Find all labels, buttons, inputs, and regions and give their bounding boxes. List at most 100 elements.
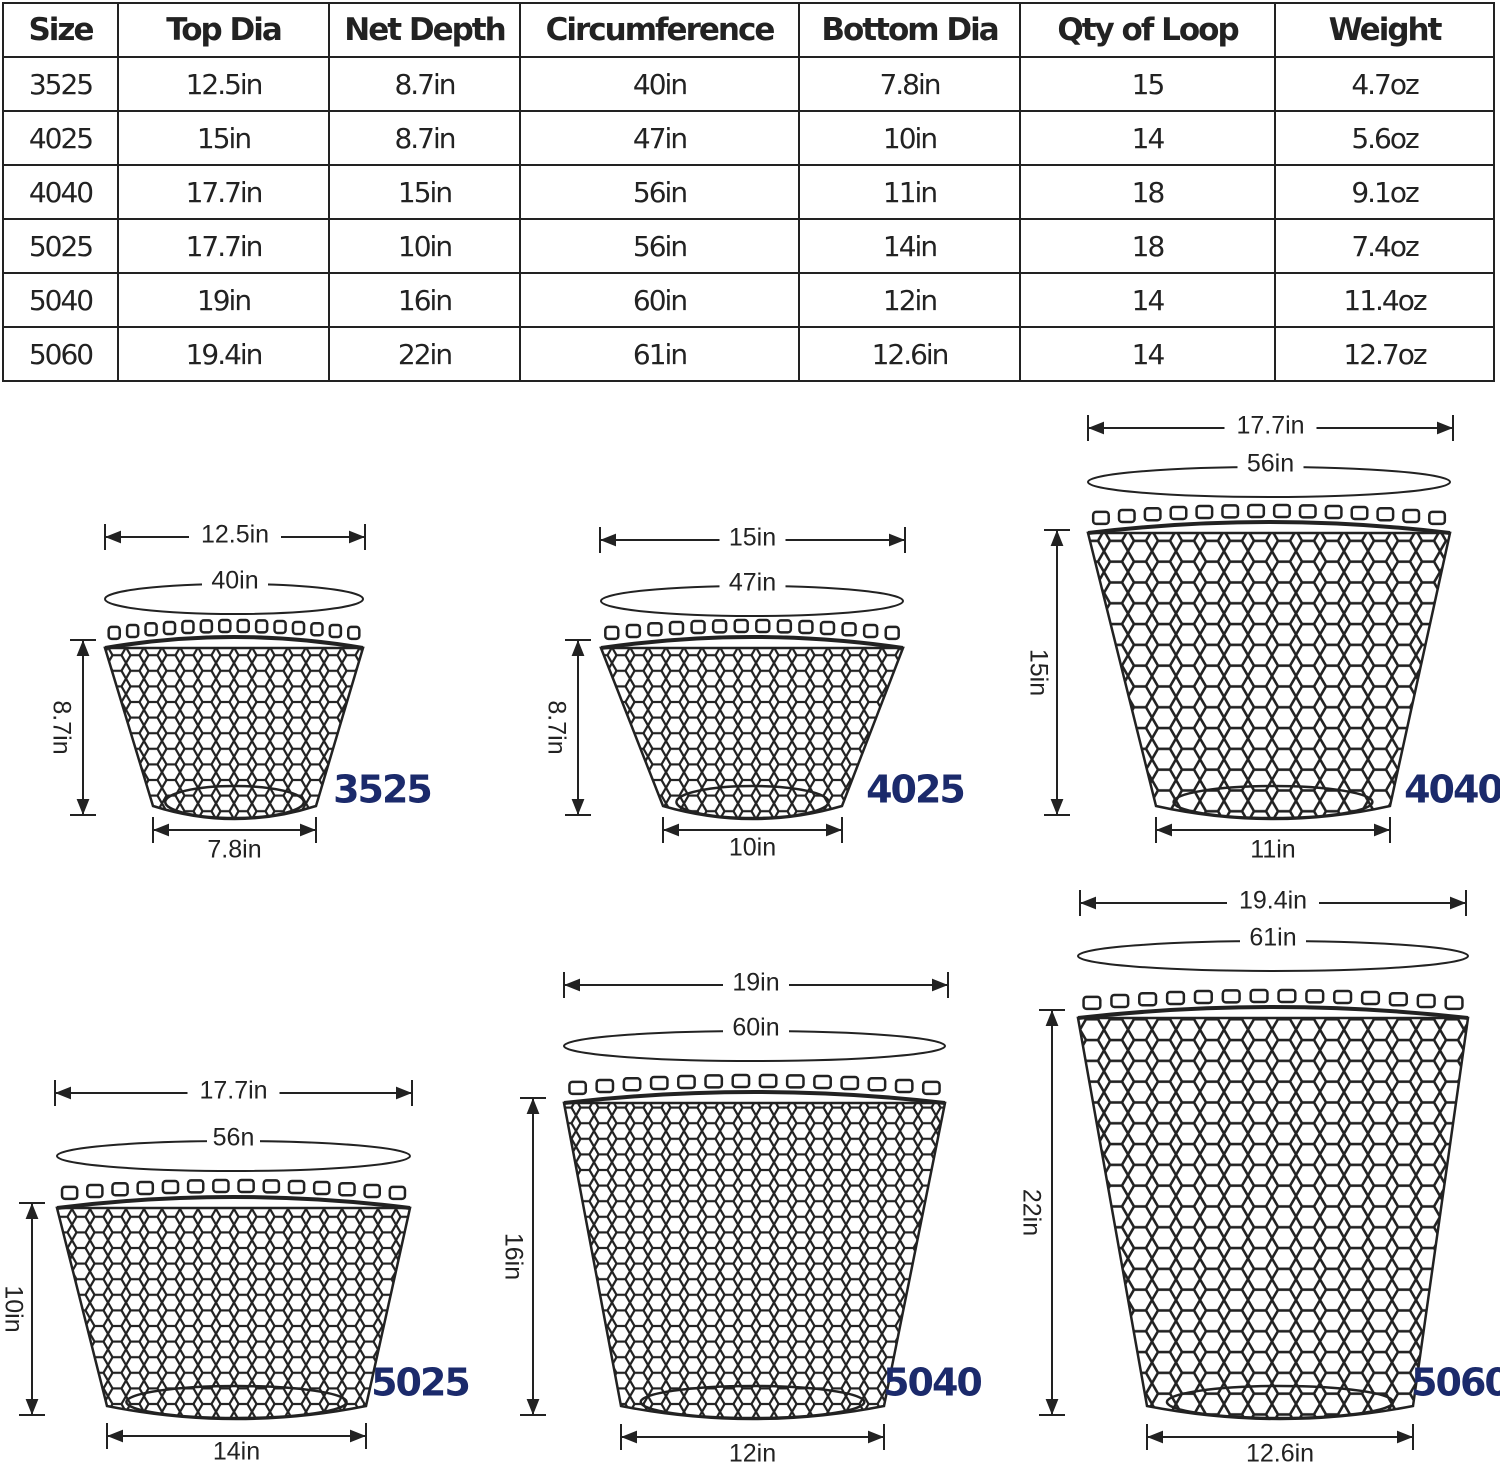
- model-label: 5040: [883, 1361, 981, 1405]
- label-bg: [202, 568, 268, 596]
- table-cell: 14: [1019, 272, 1276, 328]
- label-bg: [189, 522, 281, 550]
- net-diagram: 19in 60in 16in 12in 5040: [499, 969, 983, 1468]
- top-diameter: 17.7in: [199, 1077, 267, 1105]
- net-loop: [347, 625, 361, 641]
- table-cell: 7.4oz: [1274, 218, 1495, 274]
- table-cell: 8.7in: [328, 110, 521, 166]
- circumference-label: 56n: [213, 1124, 255, 1152]
- net-rim: [600, 635, 904, 650]
- net-loop: [1402, 508, 1421, 524]
- table-cell: 19.4in: [117, 326, 330, 382]
- net-mesh: [103, 646, 365, 821]
- net-loop: [111, 1182, 129, 1197]
- table-cell: 40in: [519, 56, 800, 112]
- table-cell: 5060: [2, 326, 119, 382]
- net-loop: [287, 1179, 306, 1195]
- header-cell: Top Dia: [117, 2, 330, 58]
- model-label: 4040: [1404, 768, 1500, 812]
- table-cell: 5025: [2, 218, 119, 274]
- top-diameter: 12.5in: [201, 521, 269, 549]
- table-cell: 4040: [2, 164, 119, 220]
- table-cell: 15: [1019, 56, 1276, 112]
- depth-label: 10in: [0, 1285, 27, 1332]
- net-loop: [1298, 504, 1317, 519]
- header-cell: Net Depth: [328, 2, 521, 58]
- table-cell: 11in: [798, 164, 1021, 220]
- net-loop: [1324, 504, 1343, 520]
- header-cell: Weight: [1274, 2, 1495, 58]
- net-rim: [563, 1090, 946, 1105]
- net-loop: [798, 619, 814, 635]
- net-loop: [921, 1080, 941, 1096]
- table-cell: 61in: [519, 326, 800, 382]
- model-label: 5060: [1411, 1361, 1500, 1405]
- model-label: 3525: [333, 768, 431, 812]
- label-bg: [723, 1015, 789, 1043]
- net-loop: [1247, 503, 1266, 519]
- table-cell: 14: [1019, 326, 1276, 382]
- net-loop: [711, 619, 728, 634]
- net-mesh: [1086, 531, 1452, 821]
- label-bg: [1227, 888, 1319, 916]
- net-diagram: 15in 47in 8.7in 10in 4025: [542, 524, 965, 862]
- net-loop: [1428, 510, 1447, 526]
- net-loop: [363, 1183, 381, 1199]
- table-row: 4040 17.7in 15in 56in 11in 18 9.1oz: [2, 164, 1495, 220]
- net-loop: [704, 1074, 724, 1089]
- header-cell: Size: [2, 2, 119, 58]
- label-bg: [207, 1125, 260, 1153]
- net-loop: [273, 619, 287, 635]
- net-diagram: 17.7in 56n 10in 14in 5025: [0, 1077, 471, 1466]
- net-loop: [840, 1075, 860, 1091]
- top-diameter: 15in: [729, 524, 776, 552]
- net-loop: [677, 1074, 696, 1090]
- net-rim: [56, 1195, 411, 1210]
- bottom-diameter: 14in: [213, 1438, 260, 1466]
- net-loop: [312, 1180, 331, 1196]
- table-cell: 16in: [328, 272, 521, 328]
- net-loop: [237, 1178, 255, 1194]
- net-loop: [1221, 989, 1241, 1004]
- net-loop: [60, 1185, 79, 1201]
- net-loop: [568, 1080, 588, 1096]
- net-loop: [136, 1180, 155, 1196]
- net-loop: [236, 618, 250, 634]
- net-loop: [813, 1074, 832, 1090]
- table-cell: 60in: [519, 272, 800, 328]
- net-loop: [841, 622, 857, 637]
- net-base: [1172, 784, 1374, 820]
- table-cell: 12.7oz: [1274, 326, 1495, 382]
- table-cell: 14: [1019, 110, 1276, 166]
- table-cell: 56in: [519, 164, 800, 220]
- net-loop: [1169, 505, 1188, 521]
- net-loop: [86, 1183, 104, 1199]
- net-loop: [212, 1178, 230, 1194]
- bottom-diameter: 10in: [729, 834, 776, 862]
- net-base: [163, 784, 306, 820]
- net-loop: [161, 1179, 180, 1195]
- net-rim: [104, 635, 364, 650]
- table-cell: 15in: [117, 110, 330, 166]
- net-loop: [668, 620, 685, 636]
- net-loop: [604, 625, 620, 641]
- net-loop: [1376, 507, 1395, 522]
- table-cell: 9.1oz: [1274, 164, 1495, 220]
- table-cell: 22in: [328, 326, 521, 382]
- table-row: 5040 19in 16in 60in 12in 14 11.4oz: [2, 272, 1495, 328]
- net-loop: [1165, 990, 1186, 1006]
- net-loop: [1082, 995, 1102, 1011]
- net-loop: [1193, 989, 1213, 1005]
- label-bg: [723, 970, 789, 998]
- net-mesh: [1076, 1016, 1470, 1421]
- label-bg: [1240, 925, 1306, 953]
- net-loop: [1091, 510, 1110, 526]
- table-cell: 56in: [519, 218, 800, 274]
- table-cell: 7.8in: [798, 56, 1021, 112]
- header-cell: Circumference: [519, 2, 800, 58]
- table-cell: 4.7oz: [1274, 56, 1495, 112]
- net-loop: [125, 623, 140, 639]
- net-loop: [733, 618, 749, 634]
- table-cell: 14in: [798, 218, 1021, 274]
